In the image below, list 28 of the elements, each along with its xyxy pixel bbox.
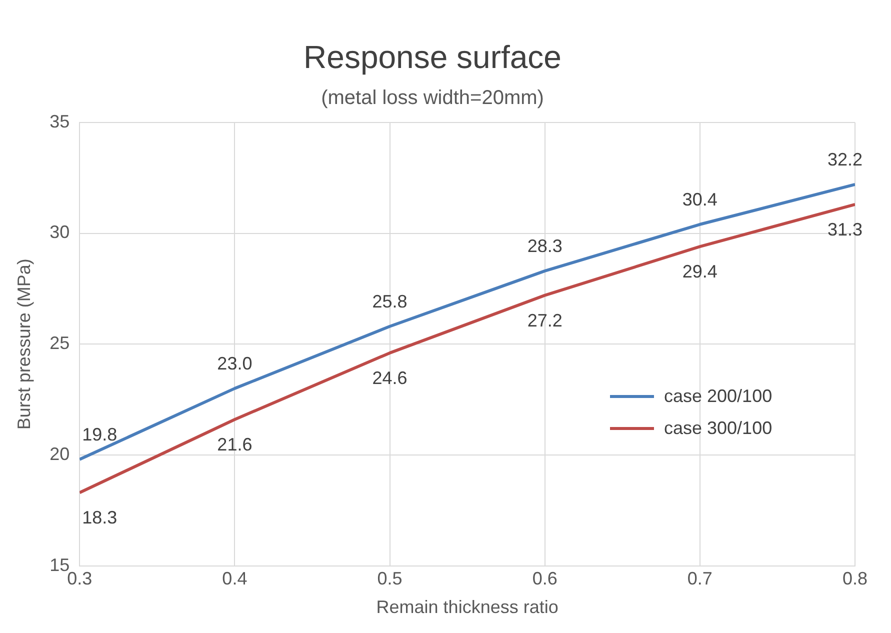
data-label: 18.3 [82, 508, 118, 528]
data-label: 23.0 [217, 353, 252, 374]
data-label: 21.6 [217, 434, 252, 454]
y-axis-title: Burst pressure (MPa) [14, 258, 34, 430]
x-tick-label: 0.4 [222, 568, 248, 589]
data-label: 19.8 [82, 424, 118, 444]
legend-label: case 300/100 [664, 418, 772, 438]
y-tick-label: 25 [50, 333, 70, 354]
chart-subtitle: (metal loss width=20mm) [321, 86, 544, 109]
x-tick-label: 0.7 [687, 568, 712, 589]
y-tick-label: 30 [50, 222, 70, 242]
x-tick-label: 0.6 [532, 568, 558, 589]
x-tick-label: 0.8 [842, 568, 868, 589]
data-label: 30.4 [682, 189, 718, 210]
data-label: 28.3 [527, 236, 562, 256]
data-label: 24.6 [372, 368, 408, 388]
data-label: 25.8 [372, 291, 408, 312]
data-label: 27.2 [527, 310, 562, 330]
y-tick-label: 20 [50, 444, 70, 464]
x-axis-title: Remain thickness ratio [376, 597, 558, 618]
y-tick-label: 35 [50, 111, 70, 132]
x-tick-label: 0.3 [67, 568, 92, 589]
data-label: 31.3 [827, 219, 863, 240]
data-label: 29.4 [682, 262, 718, 282]
chart-title: Response surface [304, 39, 562, 76]
data-label: 32.2 [827, 149, 863, 170]
x-tick-label: 0.5 [377, 568, 402, 589]
legend-label: case 200/100 [664, 386, 772, 406]
